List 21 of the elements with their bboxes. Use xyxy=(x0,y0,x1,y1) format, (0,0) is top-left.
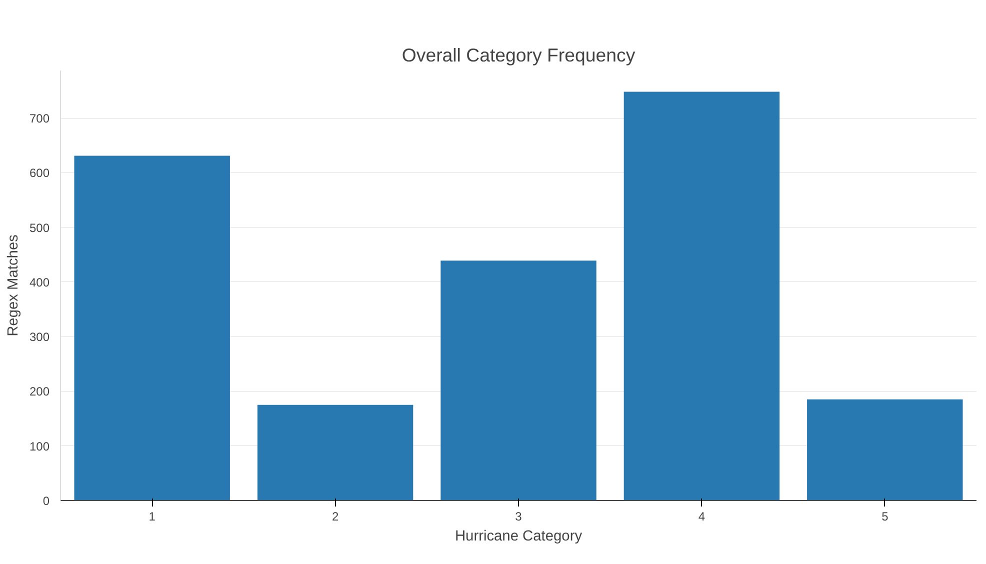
bar xyxy=(74,156,230,500)
x-axis-title: Hurricane Category xyxy=(454,528,583,544)
y-tick-label: 0 xyxy=(42,494,50,508)
x-tick-label: 5 xyxy=(882,510,889,524)
y-tick-label: 200 xyxy=(29,384,50,399)
bar xyxy=(257,404,414,500)
y-tick-label: 700 xyxy=(29,112,50,126)
y-tick-label: 600 xyxy=(29,166,50,180)
chart-title: Overall Category Frequency xyxy=(402,44,636,66)
x-tick-label: 2 xyxy=(332,510,339,524)
y-tick-label: 500 xyxy=(29,220,50,235)
x-tick-label: 3 xyxy=(515,510,522,524)
bar xyxy=(807,399,963,500)
y-tick-label: 400 xyxy=(29,275,50,290)
y-axis-title: Regex Matches xyxy=(5,234,22,336)
y-tick-label: 300 xyxy=(29,330,50,344)
x-tick-label: 4 xyxy=(698,510,706,524)
bar xyxy=(624,92,780,500)
y-tick-label: 100 xyxy=(29,439,50,454)
x-tick-label: 1 xyxy=(148,510,156,524)
bar xyxy=(440,260,596,500)
